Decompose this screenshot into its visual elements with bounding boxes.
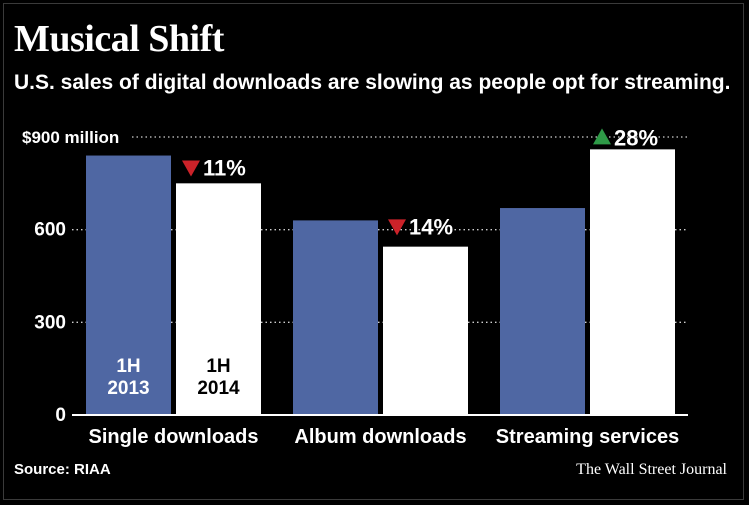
- up-arrow-icon: [593, 128, 611, 145]
- change-label: 11%: [203, 156, 246, 181]
- series-label: 1H: [116, 356, 140, 377]
- y-tick-label: 300: [34, 312, 66, 333]
- bar-2014-0: [176, 183, 261, 415]
- bar-2013-1: [293, 220, 378, 415]
- chart-title: Musical Shift: [14, 18, 224, 60]
- chart-frame: [3, 3, 744, 500]
- change-label: 28%: [614, 125, 658, 150]
- bar-2013-0: [86, 155, 171, 416]
- series-label: 2014: [197, 378, 240, 399]
- bar-2013-2: [500, 208, 585, 415]
- category-label: Single downloads: [88, 426, 258, 448]
- category-label: Album downloads: [294, 426, 466, 448]
- down-arrow-icon: [182, 160, 200, 177]
- series-label: 2013: [107, 378, 149, 399]
- change-label: 14%: [409, 214, 453, 239]
- series-label: 1H: [206, 356, 230, 377]
- source-note: Source: RIAA: [14, 461, 111, 478]
- publisher-credit: The Wall Street Journal: [576, 461, 727, 478]
- y-tick-label: $900 million: [22, 128, 119, 147]
- y-tick-label: 600: [34, 220, 66, 241]
- chart-subtitle: U.S. sales of digital downloads are slow…: [14, 71, 731, 94]
- bar-2014-1: [383, 246, 468, 415]
- down-arrow-icon: [388, 219, 406, 236]
- bar-2014-2: [590, 149, 675, 415]
- y-tick-label: 0: [55, 405, 66, 426]
- category-label: Streaming services: [496, 426, 679, 448]
